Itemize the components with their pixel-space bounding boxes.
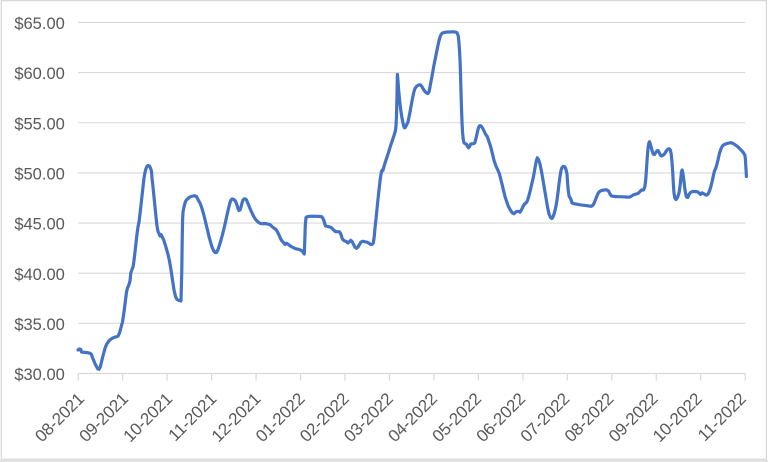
svg-text:$30.00: $30.00: [14, 366, 64, 384]
svg-text:$45.00: $45.00: [14, 216, 64, 234]
svg-text:$55.00: $55.00: [14, 115, 64, 133]
svg-text:$65.00: $65.00: [14, 15, 64, 33]
svg-text:$35.00: $35.00: [14, 316, 64, 334]
svg-text:$40.00: $40.00: [14, 266, 64, 284]
svg-text:$50.00: $50.00: [14, 166, 64, 184]
svg-text:$60.00: $60.00: [14, 65, 64, 83]
